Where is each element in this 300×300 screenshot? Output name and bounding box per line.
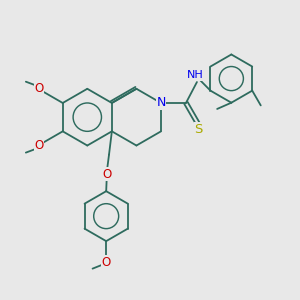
Text: O: O — [103, 168, 112, 181]
Text: S: S — [194, 123, 203, 136]
Text: O: O — [34, 140, 44, 152]
Text: O: O — [34, 82, 44, 95]
Text: N: N — [156, 97, 166, 110]
Text: O: O — [102, 256, 111, 269]
Text: NH: NH — [187, 70, 203, 80]
